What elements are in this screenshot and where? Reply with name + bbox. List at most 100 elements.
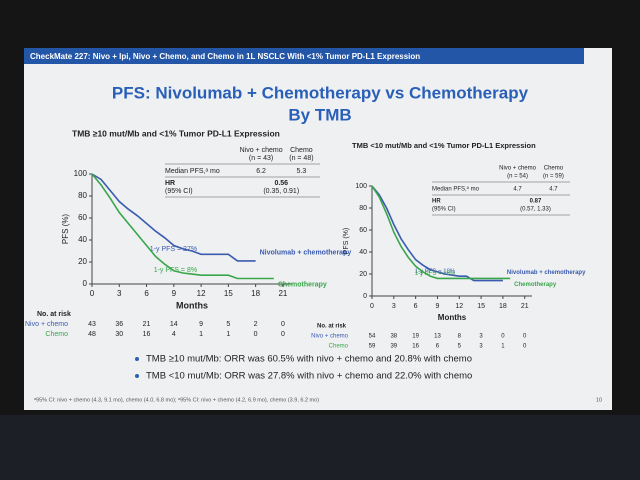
x-tick-label: 15 — [477, 303, 485, 310]
legend-label: Chemotherapy — [514, 282, 557, 288]
stats-header: (n = 43) — [249, 155, 273, 162]
x-tick-label: 3 — [392, 303, 396, 310]
survival-curve — [91, 173, 274, 280]
stats-label: HR — [432, 199, 441, 205]
annotation: 1-y PFS = 18% — [415, 269, 456, 275]
risk-count: 0 — [254, 331, 258, 338]
x-tick-label: 21 — [278, 289, 287, 298]
x-tick-label: 0 — [90, 289, 95, 298]
stats-median: 6.2 — [256, 168, 266, 175]
y-tick-label: 20 — [359, 271, 367, 278]
risk-row-label: Nivo + chemo — [25, 321, 68, 328]
stats-ci: (0.57, 1.33) — [520, 207, 551, 213]
annotation: 1-y PFS = 27% — [150, 246, 197, 253]
risk-count: 21 — [143, 321, 151, 328]
risk-count: 5 — [458, 344, 462, 350]
stats-header: Nivo + chemo — [499, 166, 537, 172]
risk-count: 1 — [226, 331, 230, 338]
footnote: ᵃ95% CI: nivo + chemo (4.3, 9.1 mo), che… — [34, 397, 319, 403]
risk-count: 0 — [523, 334, 527, 340]
banner: CheckMate 227: Nivo + Ipi, Nivo + Chemo,… — [30, 52, 420, 61]
stats-ci: (0.35, 0.91) — [263, 188, 299, 195]
y-tick-label: 80 — [359, 205, 367, 212]
bullet-dot — [135, 357, 139, 361]
x-tick-label: 3 — [117, 289, 122, 298]
y-tick-label: 0 — [83, 279, 88, 288]
banner-bar — [24, 48, 584, 64]
stats-label: (95% CI) — [165, 188, 193, 195]
legend-label: Chemotherapy — [278, 281, 327, 288]
stats-label: Median PFS,ᵃ mo — [432, 187, 480, 193]
risk-count: 3 — [479, 344, 483, 350]
stats-header: Chemo — [290, 147, 313, 154]
risk-row-label: Chemo — [45, 331, 68, 338]
legend-label: Nivolumab + chemotherapy — [260, 250, 352, 257]
risk-count: 0 — [523, 344, 527, 350]
stats-header: (n = 48) — [289, 155, 313, 162]
slide — [24, 48, 612, 410]
slide-title: PFS: Nivolumab + Chemotherapy vs Chemoth… — [112, 83, 529, 102]
y-tick-label: 80 — [78, 191, 87, 200]
risk-count: 1 — [501, 344, 505, 350]
y-tick-label: 100 — [355, 183, 367, 190]
stats-header: Chemo — [544, 166, 564, 172]
risk-count: 4 — [172, 331, 176, 338]
risk-title: No. at risk — [37, 311, 71, 318]
legend-label: Nivolumab + chemotherapy — [507, 270, 586, 276]
annotation: 1-y PFS = 16% — [415, 271, 456, 277]
x-tick-label: 12 — [455, 303, 463, 310]
slide-title: By TMB — [288, 105, 351, 124]
risk-count: 14 — [170, 321, 178, 328]
stage — [0, 415, 640, 480]
risk-row-label: Chemo — [329, 344, 349, 350]
chart-title: TMB ≥10 mut/Mb and <1% Tumor PD-L1 Expre… — [72, 128, 280, 138]
y-tick-label: 20 — [78, 257, 87, 266]
y-tick-label: 0 — [363, 293, 367, 300]
risk-count: 16 — [143, 331, 151, 338]
risk-count: 2 — [254, 321, 258, 328]
y-axis-label: PFS (%) — [343, 228, 350, 254]
stats-median: 4.7 — [549, 187, 558, 193]
stats-median: 4.7 — [513, 187, 522, 193]
y-tick-label: 40 — [78, 235, 87, 244]
x-tick-label: 6 — [144, 289, 149, 298]
risk-count: 0 — [501, 334, 505, 340]
x-tick-label: 6 — [414, 303, 418, 310]
x-tick-label: 21 — [521, 303, 529, 310]
x-axis-label: Months — [438, 313, 467, 322]
page-number: 10 — [596, 397, 602, 403]
stats-hr: 0.56 — [274, 180, 288, 187]
risk-title: No. at risk — [317, 324, 347, 330]
risk-count: 1 — [199, 331, 203, 338]
survival-curve — [371, 185, 503, 282]
bullet: TMB ≥10 mut/Mb: ORR was 60.5% with nivo … — [146, 354, 472, 365]
y-tick-label: 60 — [78, 213, 87, 222]
y-tick-label: 40 — [359, 249, 367, 256]
stats-label: HR — [165, 180, 175, 187]
risk-count: 38 — [390, 334, 397, 340]
x-tick-label: 12 — [197, 289, 206, 298]
risk-count: 16 — [412, 344, 419, 350]
stats-label: Median PFS,ᵃ mo — [165, 168, 220, 175]
x-tick-label: 15 — [224, 289, 233, 298]
risk-count: 39 — [390, 344, 397, 350]
risk-count: 13 — [434, 334, 441, 340]
risk-count: 43 — [88, 321, 96, 328]
risk-count: 3 — [479, 334, 483, 340]
risk-count: 8 — [458, 334, 462, 340]
risk-count: 0 — [281, 321, 285, 328]
stats-header: Nivo + chemo — [240, 147, 283, 154]
stats-label: (95% CI) — [432, 207, 456, 213]
annotation: 1-y PFS = 8% — [154, 267, 197, 274]
risk-count: 6 — [436, 344, 440, 350]
survival-curve — [91, 173, 256, 262]
y-tick-label: 60 — [359, 227, 367, 234]
x-axis-label: Months — [176, 300, 208, 310]
bullet: TMB <10 mut/Mb: ORR was 27.8% with nivo … — [146, 371, 472, 382]
stats-median: 5.3 — [297, 168, 307, 175]
bullet-dot — [135, 374, 139, 378]
y-tick-label: 100 — [74, 169, 88, 178]
risk-count: 5 — [226, 321, 230, 328]
risk-count: 54 — [369, 334, 376, 340]
